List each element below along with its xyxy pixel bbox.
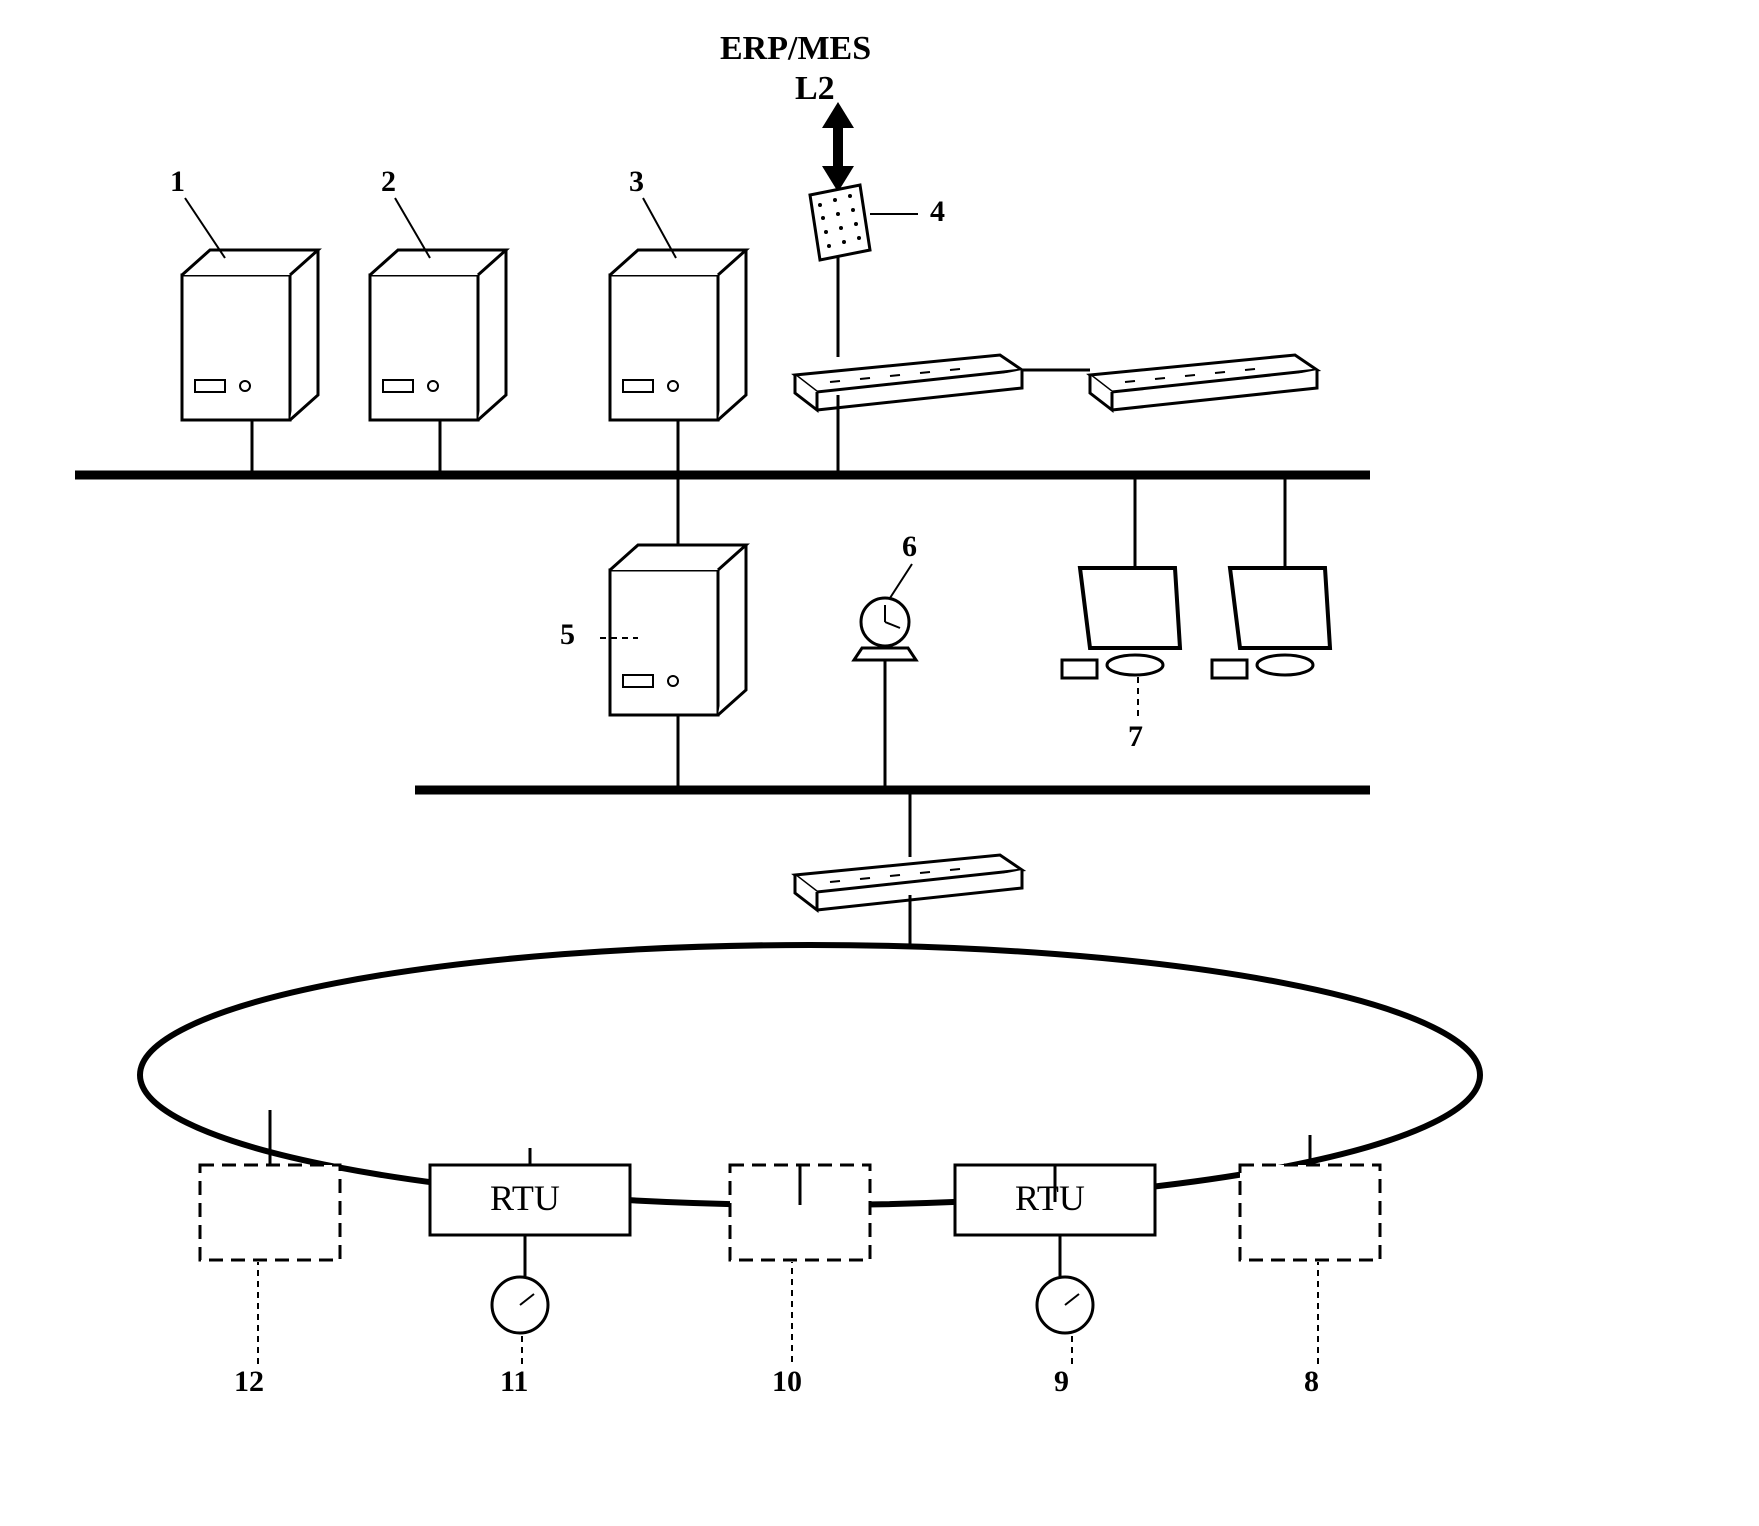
arrow-erp-mes — [822, 102, 854, 192]
label-5: 5 — [560, 618, 575, 652]
rtu-label-1: RTU — [490, 1177, 560, 1219]
server-5 — [610, 545, 746, 715]
workstation-2 — [1212, 568, 1330, 678]
label-2: 2 — [381, 165, 396, 199]
label-12: 12 — [234, 1365, 264, 1399]
diagram-canvas — [0, 0, 1759, 1526]
workstation-1 — [1062, 568, 1180, 678]
rtu-instrument-2 — [1037, 1277, 1093, 1333]
label-4: 4 — [930, 195, 945, 229]
label-7: 7 — [1128, 720, 1143, 754]
label-9: 9 — [1054, 1365, 1069, 1399]
label-3: 3 — [629, 165, 644, 199]
server-2 — [370, 250, 506, 420]
rtu-instrument-1 — [492, 1277, 548, 1333]
rtu-label-2: RTU — [1015, 1177, 1085, 1219]
field-device-8 — [1240, 1165, 1380, 1260]
field-device-12 — [200, 1165, 340, 1260]
server-1 — [182, 250, 318, 420]
firewall-device — [810, 185, 870, 260]
gps-clock — [854, 598, 916, 660]
switch-upper-left — [795, 355, 1022, 410]
label-8: 8 — [1304, 1365, 1319, 1399]
label-11: 11 — [500, 1365, 528, 1399]
server-3 — [610, 250, 746, 420]
label-1: 1 — [170, 165, 185, 199]
label-6: 6 — [902, 530, 917, 564]
label-10: 10 — [772, 1365, 802, 1399]
switch-upper-right — [1090, 355, 1317, 410]
